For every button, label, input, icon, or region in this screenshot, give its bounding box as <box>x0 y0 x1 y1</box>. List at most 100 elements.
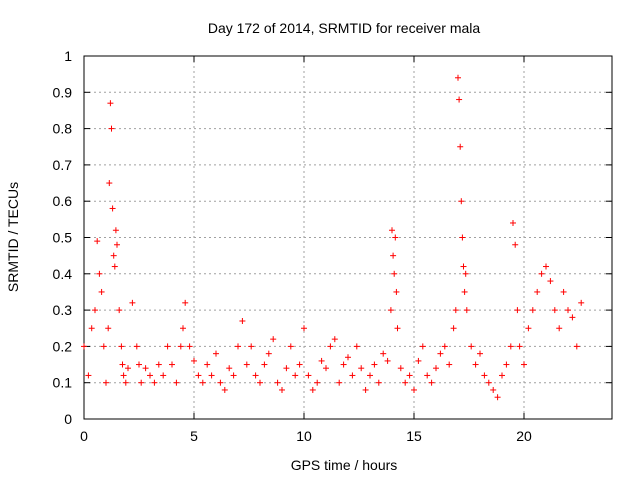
y-tick-label: 0 <box>64 411 72 427</box>
y-axis-label: SRMTID / TECUs <box>5 182 21 292</box>
data-point <box>248 343 255 350</box>
data-point <box>437 350 444 357</box>
data-point <box>147 372 153 379</box>
data-point <box>458 198 465 205</box>
data-point <box>235 343 241 350</box>
data-point <box>468 343 475 350</box>
data-point <box>481 372 488 379</box>
data-point <box>389 227 395 234</box>
data-point <box>462 270 469 277</box>
data-point <box>510 219 516 226</box>
data-point <box>305 372 312 379</box>
y-tick-label: 0.8 <box>53 121 73 137</box>
data-point <box>164 343 171 350</box>
data-point <box>109 205 116 212</box>
data-point <box>292 372 299 379</box>
data-point <box>270 336 277 343</box>
data-point <box>516 343 523 350</box>
y-tick-label: 0.7 <box>53 157 73 173</box>
data-point <box>384 357 391 364</box>
data-point <box>433 365 439 372</box>
data-point <box>142 365 149 372</box>
data-point <box>177 343 184 350</box>
data-point <box>116 307 123 314</box>
data-point <box>85 372 92 379</box>
data-point <box>428 379 435 386</box>
data-point <box>380 350 387 357</box>
grid <box>84 56 612 419</box>
data-point <box>265 350 272 357</box>
x-tick-label: 20 <box>516 428 532 444</box>
data-point <box>521 361 527 368</box>
data-point <box>208 372 215 379</box>
plot-frame <box>83 55 613 420</box>
data-point <box>122 379 129 386</box>
chart-title: Day 172 of 2014, SRMTID for receiver mal… <box>208 20 481 36</box>
data-point <box>257 379 263 386</box>
data-point <box>221 386 228 393</box>
x-tick-label: 5 <box>190 428 198 444</box>
data-point <box>573 343 580 350</box>
data-point <box>106 180 113 187</box>
data-point <box>551 307 558 314</box>
data-point <box>411 386 417 393</box>
data-point <box>186 343 193 350</box>
x-axis-label: GPS time / hours <box>291 457 398 473</box>
data-point <box>499 372 505 379</box>
data-point <box>394 325 401 332</box>
data-point <box>565 307 571 314</box>
data-point <box>94 238 101 245</box>
y-tick-label: 1 <box>64 48 72 64</box>
data-point <box>387 307 394 314</box>
data-point <box>230 372 237 379</box>
data-point <box>402 379 409 386</box>
data-point <box>81 343 87 350</box>
data-point <box>327 343 334 350</box>
data-point <box>490 386 497 393</box>
data-point <box>96 270 103 277</box>
x-tick-label: 0 <box>80 428 88 444</box>
data-point <box>279 386 285 393</box>
data-point <box>362 386 369 393</box>
data-point <box>239 317 246 324</box>
x-tick-label: 10 <box>296 428 312 444</box>
data-point <box>136 361 142 368</box>
data-point <box>485 379 492 386</box>
data-point <box>133 343 140 350</box>
data-point <box>345 354 351 361</box>
data-point <box>457 143 464 150</box>
data-point <box>463 307 470 314</box>
data-point <box>556 325 563 332</box>
data-point <box>461 288 468 295</box>
y-tick-label: 0.5 <box>53 230 73 246</box>
data-point <box>119 361 126 368</box>
data-point <box>450 325 457 332</box>
data-point <box>419 343 426 350</box>
data-point <box>283 365 290 372</box>
data-point <box>107 100 114 107</box>
data-point <box>424 372 431 379</box>
data-point <box>494 394 501 401</box>
data-point <box>460 263 467 270</box>
data-point <box>213 350 219 357</box>
data-point <box>110 252 117 259</box>
data-point <box>512 241 519 248</box>
data-point <box>529 307 536 314</box>
data-point <box>446 361 453 368</box>
y-tick-label: 0.1 <box>53 375 73 391</box>
data-point <box>195 372 202 379</box>
data-point <box>534 288 541 295</box>
data-point <box>371 361 378 368</box>
data-point <box>455 74 461 81</box>
data-point <box>252 372 259 379</box>
data-point <box>331 336 338 343</box>
data-point <box>547 278 554 285</box>
data-point <box>191 357 197 364</box>
data-point <box>367 372 373 379</box>
data-point <box>353 343 360 350</box>
data-point <box>390 252 397 259</box>
data-point <box>477 350 483 357</box>
data-point <box>108 125 115 132</box>
data-point <box>397 365 404 372</box>
